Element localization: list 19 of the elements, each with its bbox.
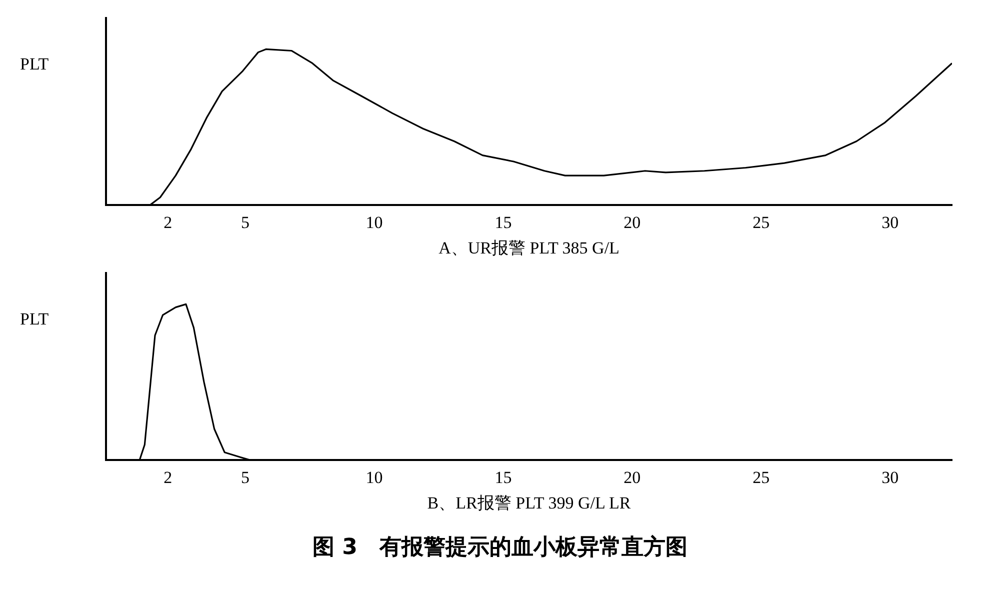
x-axis-title: A、UR报警 PLT 385 G/L bbox=[438, 238, 620, 258]
x-tick-label: 15 bbox=[494, 468, 512, 487]
x-tick-label: 10 bbox=[366, 212, 383, 232]
x-tick-label: 5 bbox=[241, 468, 250, 487]
x-tick-label: 20 bbox=[624, 468, 641, 487]
x-tick-label: 10 bbox=[366, 468, 383, 487]
y-axis-title: PLT bbox=[20, 309, 50, 328]
x-tick-label: 30 bbox=[882, 468, 899, 487]
y-axis-title: PLT bbox=[20, 54, 50, 74]
x-tick-label: 2 bbox=[164, 468, 172, 487]
caption: 图 3 有报警提示的血小板异常直方图 bbox=[312, 534, 688, 562]
x-tick-label: 30 bbox=[882, 212, 899, 232]
x-tick-label: 2 bbox=[164, 212, 172, 232]
x-tick-label: 5 bbox=[241, 212, 250, 232]
x-tick-label: 25 bbox=[752, 212, 770, 232]
x-tick-label: 20 bbox=[624, 212, 641, 232]
x-tick-label: 15 bbox=[494, 212, 512, 232]
x-axis-title: B、LR报警 PLT 399 G/L LR bbox=[427, 493, 632, 512]
x-tick-label: 25 bbox=[752, 468, 770, 487]
